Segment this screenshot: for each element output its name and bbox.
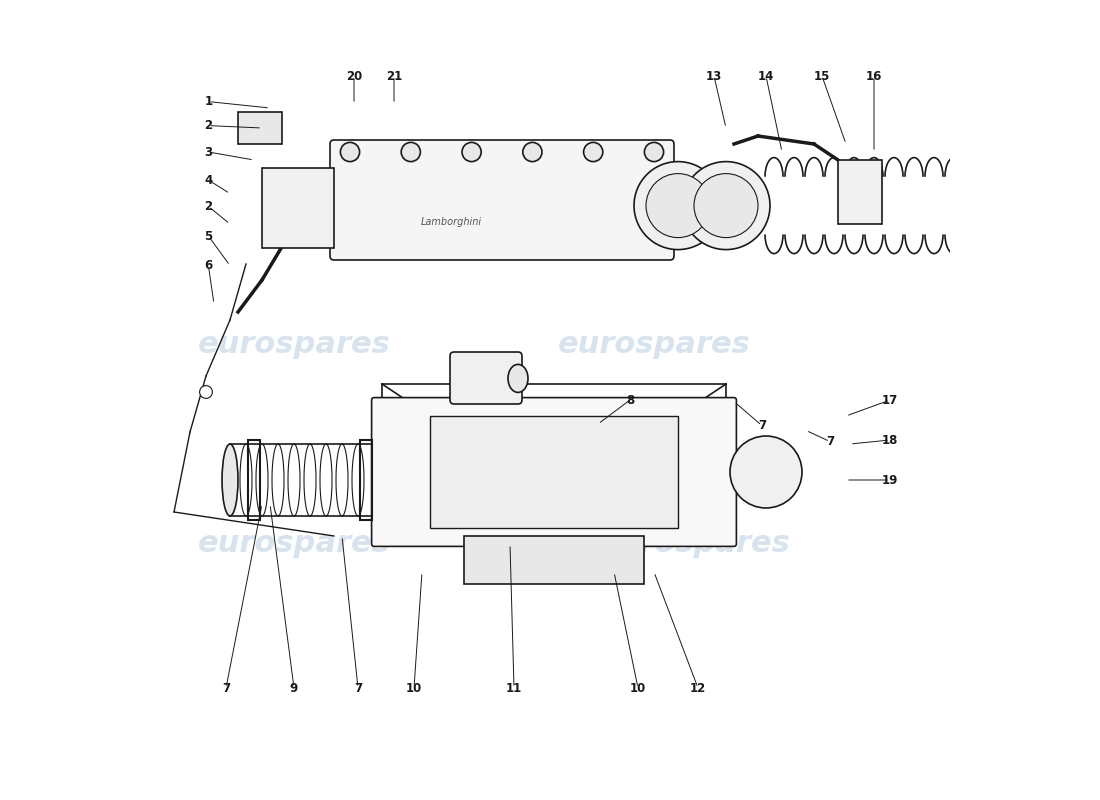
Bar bbox=[360, 440, 373, 520]
Text: 7: 7 bbox=[758, 419, 766, 432]
Circle shape bbox=[682, 162, 770, 250]
Bar bbox=[262, 168, 334, 248]
Text: 2: 2 bbox=[205, 119, 212, 132]
Text: 9: 9 bbox=[290, 682, 298, 694]
Bar bbox=[998, 310, 1038, 374]
Circle shape bbox=[646, 174, 710, 238]
Text: 12: 12 bbox=[690, 682, 706, 694]
Text: 15: 15 bbox=[814, 70, 830, 82]
Text: 2: 2 bbox=[205, 200, 212, 213]
Circle shape bbox=[340, 142, 360, 162]
Text: 10: 10 bbox=[406, 682, 422, 694]
Bar bbox=[430, 416, 678, 528]
FancyBboxPatch shape bbox=[330, 140, 674, 260]
Text: 16: 16 bbox=[866, 70, 882, 82]
Bar bbox=[838, 160, 882, 224]
Text: 5: 5 bbox=[205, 230, 212, 242]
Bar bbox=[464, 536, 644, 584]
FancyBboxPatch shape bbox=[372, 398, 736, 546]
Circle shape bbox=[402, 142, 420, 162]
Text: 4: 4 bbox=[205, 174, 212, 186]
Circle shape bbox=[645, 142, 663, 162]
Text: 17: 17 bbox=[882, 394, 898, 406]
Circle shape bbox=[522, 142, 542, 162]
Text: 1: 1 bbox=[205, 95, 212, 108]
Ellipse shape bbox=[222, 444, 238, 516]
Circle shape bbox=[584, 142, 603, 162]
Text: 3: 3 bbox=[205, 146, 212, 158]
Text: 18: 18 bbox=[882, 434, 899, 446]
Text: 21: 21 bbox=[386, 70, 403, 82]
Circle shape bbox=[634, 162, 722, 250]
Text: eurospares: eurospares bbox=[198, 330, 390, 358]
Text: Lamborghini: Lamborghini bbox=[421, 218, 482, 227]
Ellipse shape bbox=[508, 364, 528, 393]
Text: eurospares: eurospares bbox=[558, 330, 750, 358]
Text: 7: 7 bbox=[354, 682, 362, 694]
Text: eurospares: eurospares bbox=[597, 530, 791, 558]
Circle shape bbox=[462, 142, 481, 162]
Text: 8: 8 bbox=[626, 394, 634, 406]
Text: 7: 7 bbox=[826, 435, 834, 448]
Circle shape bbox=[730, 436, 802, 508]
Text: 7: 7 bbox=[222, 682, 230, 694]
Text: 20: 20 bbox=[345, 70, 362, 82]
Text: 19: 19 bbox=[882, 474, 899, 486]
FancyBboxPatch shape bbox=[450, 352, 522, 404]
Circle shape bbox=[199, 386, 212, 398]
Text: 13: 13 bbox=[706, 70, 722, 82]
Circle shape bbox=[694, 174, 758, 238]
Bar bbox=[238, 112, 282, 144]
Ellipse shape bbox=[970, 318, 1042, 366]
Text: 14: 14 bbox=[758, 70, 774, 82]
Text: 10: 10 bbox=[630, 682, 646, 694]
Text: 6: 6 bbox=[205, 259, 212, 272]
Bar bbox=[248, 440, 261, 520]
Text: eurospares: eurospares bbox=[198, 530, 390, 558]
Text: 11: 11 bbox=[506, 682, 522, 694]
